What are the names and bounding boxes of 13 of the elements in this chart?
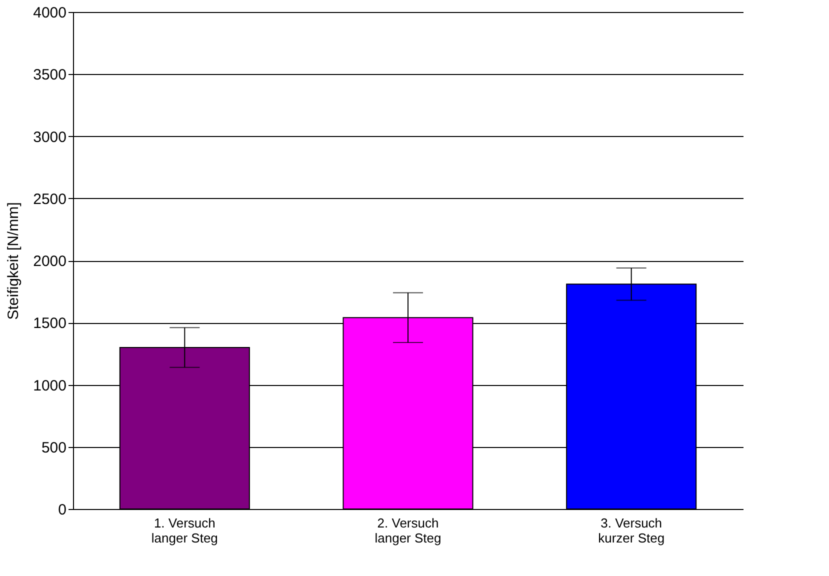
x-tick-label: 2. Versuch langer Steg [374, 516, 442, 546]
y-tick-label: 1500 [33, 315, 66, 332]
y-axis-title: Steifigkeit [N/mm] [5, 202, 22, 320]
y-tick-label: 3500 [33, 66, 66, 84]
x-tick-label: 3. Versuch kurzer Steg [598, 516, 665, 546]
y-tick-label: 500 [41, 439, 66, 456]
y-tick-label: 3000 [33, 128, 66, 146]
y-tick-label: 2000 [33, 253, 66, 270]
y-tick-label: 0 [58, 502, 66, 518]
y-tick-label: 1000 [33, 377, 66, 394]
x-tick-label: 1. Versuch langer Steg [151, 516, 218, 546]
y-tick-label: 2500 [33, 190, 66, 208]
y-tick-label: 4000 [33, 4, 66, 22]
